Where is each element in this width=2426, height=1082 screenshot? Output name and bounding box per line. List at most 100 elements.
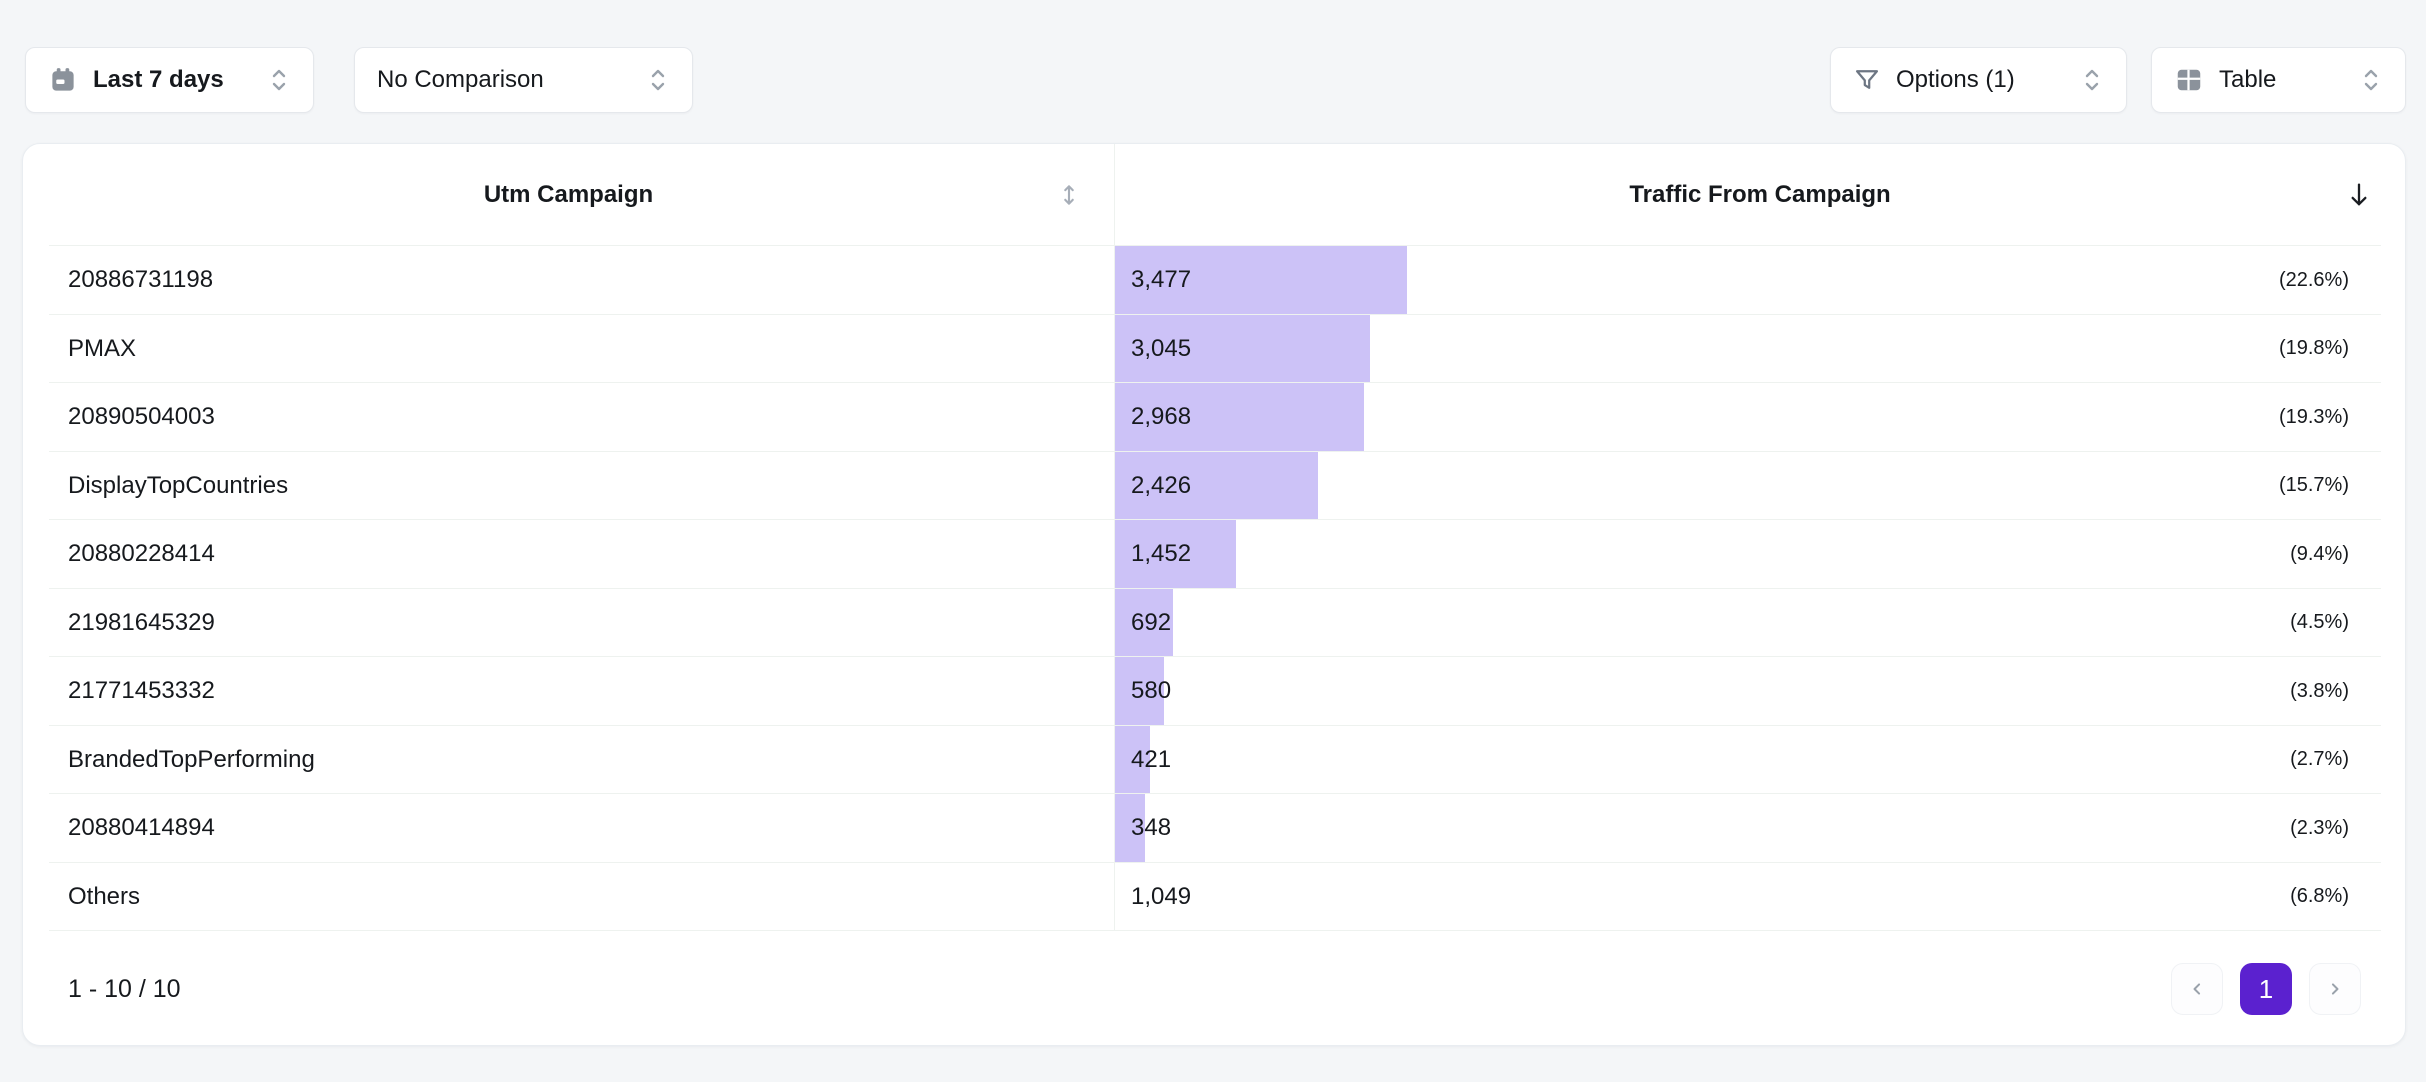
campaign-name: Others	[68, 882, 141, 910]
options-dropdown[interactable]: Options (1)	[1830, 47, 2127, 113]
traffic-value: 1,452	[1131, 540, 1192, 568]
campaign-cell: 20880414894	[23, 794, 1114, 863]
campaign-cell: 20886731198	[23, 246, 1114, 315]
traffic-bar	[1115, 794, 1145, 863]
chevron-up-down-icon	[267, 65, 291, 95]
traffic-percent: (2.3%)	[2290, 816, 2349, 839]
previous-page-button[interactable]	[2171, 963, 2223, 1015]
row-range-label: 1 - 10 / 10	[68, 974, 181, 1003]
campaign-name: 20890504003	[68, 403, 215, 431]
campaign-cell: 21771453332	[23, 657, 1114, 726]
traffic-cell: 2,968 (19.3%)	[1114, 383, 2405, 452]
traffic-cell: 421 (2.7%)	[1114, 725, 2405, 794]
current-page-number: 1	[2258, 973, 2274, 1004]
campaign-name: BrandedTopPerforming	[68, 745, 315, 773]
traffic-percent: (9.4%)	[2290, 542, 2349, 565]
view-type-label: Table	[2219, 66, 2277, 93]
traffic-bar	[1115, 451, 1318, 520]
table-row[interactable]: DisplayTopCountries 2,426 (15.7%)	[23, 451, 2405, 521]
traffic-percent: (19.3%)	[2278, 405, 2349, 428]
traffic-percent: (6.8%)	[2290, 885, 2349, 908]
table-header: Utm Campaign Traffic From Campaign	[23, 144, 2405, 246]
campaign-name: 21771453332	[68, 677, 215, 705]
table-footer: 1 - 10 / 10 1	[23, 931, 2405, 1045]
table-row[interactable]: 21981645329 692 (4.5%)	[23, 588, 2405, 657]
traffic-value: 2,968	[1131, 403, 1192, 431]
traffic-value: 1,049	[1131, 882, 1192, 910]
traffic-cell: 3,477 (22.6%)	[1114, 246, 2405, 315]
table-row[interactable]: BrandedTopPerforming 421 (2.7%)	[23, 725, 2405, 795]
traffic-percent: (15.7%)	[2278, 474, 2349, 497]
report-card: Utm Campaign Traffic From Campaign 20886…	[22, 143, 2406, 1046]
toolbar: Last 7 days No Comparison Options (1)	[25, 47, 2406, 113]
utm-campaign-header-label: Utm Campaign	[483, 181, 654, 208]
chevron-up-down-icon	[2359, 65, 2383, 95]
comparison-dropdown[interactable]: No Comparison	[354, 47, 693, 113]
traffic-bar	[1115, 246, 1407, 315]
traffic-bar	[1115, 657, 1165, 726]
sort-descending-arrow-icon	[2345, 180, 2373, 210]
table-row[interactable]: 20880414894 348 (2.3%)	[23, 794, 2405, 863]
traffic-value: 421	[1131, 745, 1172, 773]
traffic-bar	[1115, 520, 1237, 589]
campaign-name: 20880414894	[68, 814, 215, 842]
chevron-up-down-icon	[2080, 65, 2104, 95]
date-range-label: Last 7 days	[93, 66, 224, 93]
traffic-percent: (2.7%)	[2290, 748, 2349, 771]
traffic-cell: 580 (3.8%)	[1114, 657, 2405, 726]
campaign-name: DisplayTopCountries	[68, 471, 289, 499]
campaign-name: 20886731198	[68, 266, 214, 294]
column-header-traffic-from-campaign[interactable]: Traffic From Campaign	[1114, 144, 2405, 246]
next-page-button[interactable]	[2309, 963, 2361, 1015]
table-row[interactable]: 20890504003 2,968 (19.3%)	[23, 383, 2405, 452]
campaign-name: 21981645329	[68, 608, 215, 636]
date-range-dropdown[interactable]: Last 7 days	[25, 47, 314, 113]
traffic-value: 580	[1131, 677, 1172, 705]
table-row[interactable]: PMAX 3,045 (19.8%)	[23, 314, 2405, 384]
traffic-cell: 1,452 (9.4%)	[1114, 520, 2405, 589]
funnel-icon	[1853, 66, 1881, 94]
comparison-label: No Comparison	[377, 66, 544, 93]
campaign-cell: 20890504003	[23, 383, 1114, 452]
traffic-percent: (19.8%)	[2278, 337, 2349, 360]
traffic-cell: 3,045 (19.8%)	[1114, 314, 2405, 383]
table-row[interactable]: Others 1,049 (6.8%)	[23, 862, 2405, 932]
traffic-bar	[1115, 588, 1174, 657]
traffic-bar	[1115, 383, 1364, 452]
traffic-cell: 1,049 (6.8%)	[1114, 862, 2405, 931]
campaign-cell: 20880228414	[23, 520, 1114, 589]
traffic-cell: 2,426 (15.7%)	[1114, 451, 2405, 520]
page-1-button[interactable]: 1	[2240, 963, 2292, 1015]
options-label: Options (1)	[1896, 66, 2015, 93]
table-row[interactable]: 20880228414 1,452 (9.4%)	[23, 520, 2405, 589]
campaign-name: PMAX	[68, 334, 137, 362]
campaign-name: 20880228414	[68, 540, 215, 568]
table-grid-icon	[2174, 65, 2204, 95]
traffic-value: 3,477	[1131, 266, 1192, 294]
chevron-left-icon	[2187, 979, 2207, 999]
campaign-cell: BrandedTopPerforming	[23, 726, 1114, 795]
column-header-utm-campaign[interactable]: Utm Campaign	[23, 144, 1114, 246]
chevron-up-down-icon	[646, 65, 670, 95]
traffic-cell: 348 (2.3%)	[1114, 794, 2405, 863]
traffic-bar	[1115, 314, 1371, 383]
table-row[interactable]: 20886731198 3,477 (22.6%)	[23, 246, 2405, 315]
campaign-cell: Others	[23, 863, 1114, 932]
traffic-cell: 692 (4.5%)	[1114, 588, 2405, 657]
table-body: 20886731198 3,477 (22.6%) PMAX 3,045 (19…	[23, 246, 2405, 931]
campaign-cell: DisplayTopCountries	[23, 452, 1114, 521]
campaign-cell: PMAX	[23, 315, 1114, 384]
traffic-bar	[1115, 725, 1150, 794]
table-row[interactable]: 21771453332 580 (3.8%)	[23, 657, 2405, 726]
pagination: 1	[2171, 963, 2361, 1015]
traffic-value: 2,426	[1131, 471, 1192, 499]
sort-unsorted-icon	[1056, 180, 1082, 210]
traffic-value: 3,045	[1131, 334, 1192, 362]
traffic-percent: (4.5%)	[2290, 611, 2349, 634]
traffic-value: 692	[1131, 608, 1172, 636]
chevron-right-icon	[2325, 979, 2345, 999]
traffic-value: 348	[1131, 814, 1172, 842]
calendar-icon	[48, 65, 78, 95]
view-type-dropdown[interactable]: Table	[2151, 47, 2406, 113]
